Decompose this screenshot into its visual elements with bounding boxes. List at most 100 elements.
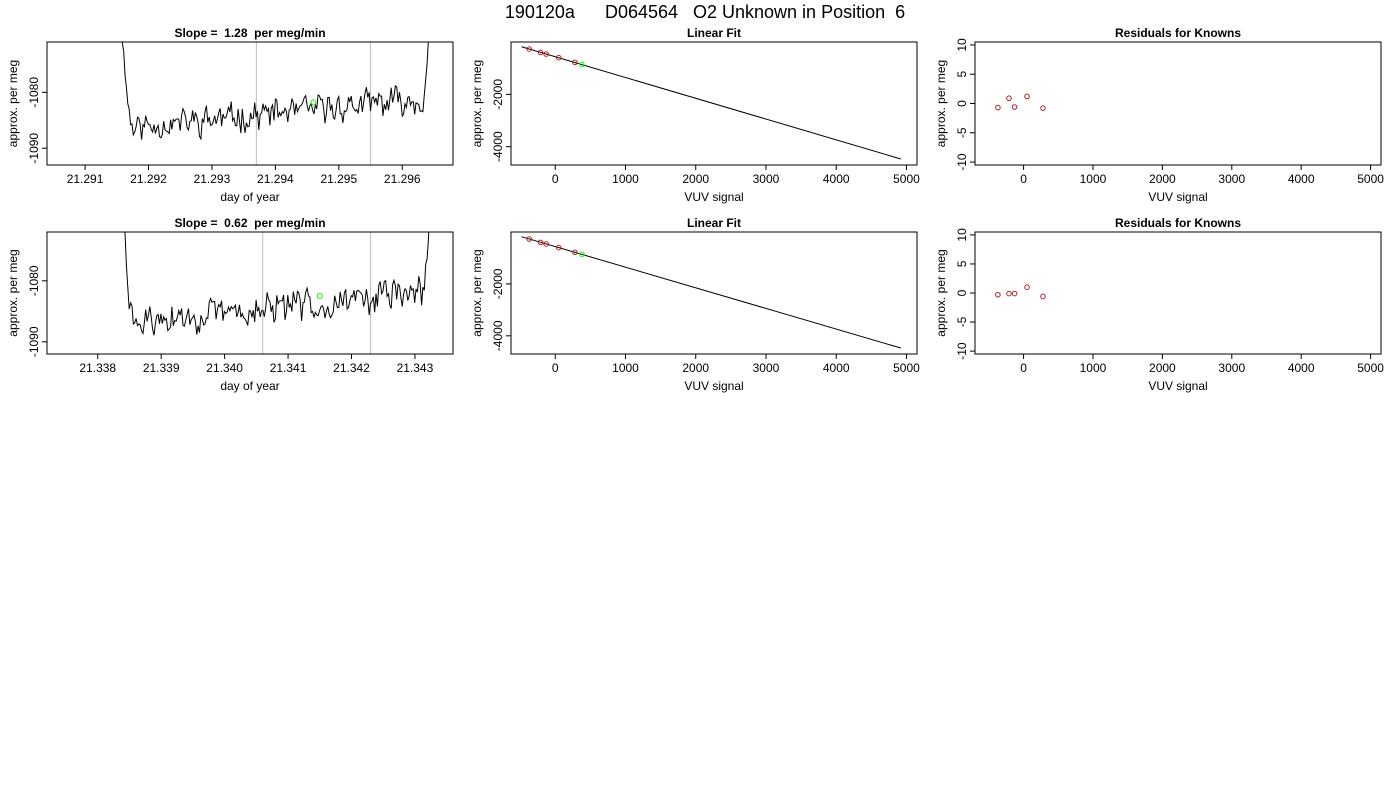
y-tick-label: 0 <box>955 289 969 296</box>
x-axis-label: VUV signal <box>684 190 743 204</box>
plot-frame <box>510 231 918 355</box>
x-tick-label: 3000 <box>1218 172 1245 186</box>
known-point <box>537 49 544 56</box>
x-tick-label: 1000 <box>1080 172 1107 186</box>
y-axis-label: approx. per meg <box>6 60 20 147</box>
x-tick-label: 0 <box>1020 361 1027 375</box>
x-tick-label: 3000 <box>1218 361 1245 375</box>
y-tick-label: -1080 <box>27 265 41 296</box>
y-tick-label: -5 <box>955 316 969 327</box>
known-point <box>526 236 533 242</box>
panel-title: Linear Fit <box>687 26 741 40</box>
y-axis-label: approx. per meg <box>934 60 948 147</box>
panel-title: Slope = 0.62 per meg/min <box>174 216 325 230</box>
x-tick-label: 0 <box>552 172 559 186</box>
x-tick-label: 4000 <box>823 172 850 186</box>
plot-frame <box>46 231 454 355</box>
x-tick-label: 21.340 <box>206 361 243 375</box>
panel-fit2: Linear Fit 0 1000 2000 3000 4000 5000 -4000 -200… <box>470 216 920 393</box>
unknown-marker <box>310 99 317 106</box>
plot-frame <box>974 41 1382 166</box>
panel-res1: Residuals for Knowns 0 1000 2000 3000 4000 500… <box>934 26 1384 204</box>
known-point <box>555 244 562 251</box>
x-tick-label: 21.339 <box>143 361 180 375</box>
y-tick-label: 5 <box>955 260 969 267</box>
plot-area <box>521 236 901 349</box>
x-tick-label: 2000 <box>682 172 709 186</box>
residual-point <box>1006 95 1012 102</box>
y-tick-label: -4000 <box>491 131 505 162</box>
y-tick-label: -4000 <box>491 320 505 351</box>
x-tick-label: 5000 <box>1357 172 1384 186</box>
x-tick-label: 21.292 <box>130 172 167 186</box>
y-tick-label: -2000 <box>491 268 505 299</box>
x-tick-label: 21.295 <box>320 172 357 186</box>
x-tick-label: 21.291 <box>67 172 104 186</box>
fit-line <box>521 46 901 160</box>
known-point <box>537 239 544 246</box>
plot-frame <box>46 41 454 166</box>
y-tick-label: 0 <box>955 100 969 107</box>
x-tick-label: 4000 <box>1288 172 1315 186</box>
plot-area <box>121 42 429 165</box>
x-tick-label: 2000 <box>1149 361 1176 375</box>
x-tick-label: 2000 <box>1149 172 1176 186</box>
x-axis-label: day of year <box>220 190 279 204</box>
residual-point <box>1040 105 1046 111</box>
panel-trace2: Slope = 0.62 per meg/min 21.338 21.339 21.3… <box>6 216 454 393</box>
residual-point <box>1006 290 1012 297</box>
residual-point <box>1011 290 1018 297</box>
residual-point <box>995 104 1001 111</box>
x-tick-label: 4000 <box>823 361 850 375</box>
panel-title: Slope = 1.28 per meg/min <box>174 26 325 40</box>
x-axis-label: VUV signal <box>1148 379 1207 393</box>
panel-title: Residuals for Knowns <box>1115 216 1241 230</box>
x-tick-label: 21.293 <box>194 172 231 186</box>
known-point <box>572 59 578 66</box>
x-tick-label: 21.342 <box>333 361 370 375</box>
panel-title: Residuals for Knowns <box>1115 26 1241 40</box>
x-tick-label: 21.341 <box>270 361 307 375</box>
unknown-point <box>579 61 585 68</box>
y-tick-label: -2000 <box>491 79 505 110</box>
x-tick-label: 5000 <box>893 172 920 186</box>
y-axis-label: approx. per meg <box>6 249 20 336</box>
y-tick-label: -1090 <box>27 326 41 357</box>
x-tick-label: 21.343 <box>397 361 434 375</box>
residual-point <box>1040 293 1046 300</box>
plot-frame <box>974 231 1382 355</box>
unknown-marker <box>316 293 323 300</box>
y-tick-label: 10 <box>955 228 969 242</box>
plot-area <box>521 46 901 160</box>
unknown-point <box>579 251 585 258</box>
y-tick-label: -1080 <box>27 77 41 108</box>
x-tick-label: 21.296 <box>384 172 421 186</box>
panel-fit1: Linear Fit 0 1000 2000 3000 4000 5000 -4000 -200… <box>470 26 920 204</box>
signal-trace <box>124 232 430 336</box>
known-point <box>543 51 549 57</box>
residual-point <box>1024 93 1030 100</box>
x-tick-label: 0 <box>552 361 559 375</box>
x-tick-label: 1000 <box>612 361 639 375</box>
plot-area <box>124 232 430 354</box>
x-tick-label: 5000 <box>1357 361 1384 375</box>
known-point <box>543 241 549 247</box>
known-point <box>572 249 578 256</box>
x-tick-label: 3000 <box>753 361 780 375</box>
y-axis-label: approx. per meg <box>934 249 948 336</box>
x-axis-label: day of year <box>220 379 279 393</box>
y-tick-label: -10 <box>955 153 969 171</box>
residual-point <box>1024 284 1030 290</box>
known-point <box>526 46 533 52</box>
x-tick-label: 1000 <box>1080 361 1107 375</box>
plot-area <box>995 93 1046 111</box>
residual-point <box>1011 104 1018 110</box>
panel-res2: Residuals for Knowns 0 1000 2000 3000 4000 500… <box>934 216 1384 393</box>
page-title: 190120a D064564 O2 Unknown in Position 6 <box>505 2 905 22</box>
y-tick-label: 5 <box>955 71 969 78</box>
panel-title: Linear Fit <box>687 216 741 230</box>
y-axis-label: approx. per meg <box>470 249 484 336</box>
x-axis-label: VUV signal <box>684 379 743 393</box>
plot-frame <box>510 41 918 166</box>
